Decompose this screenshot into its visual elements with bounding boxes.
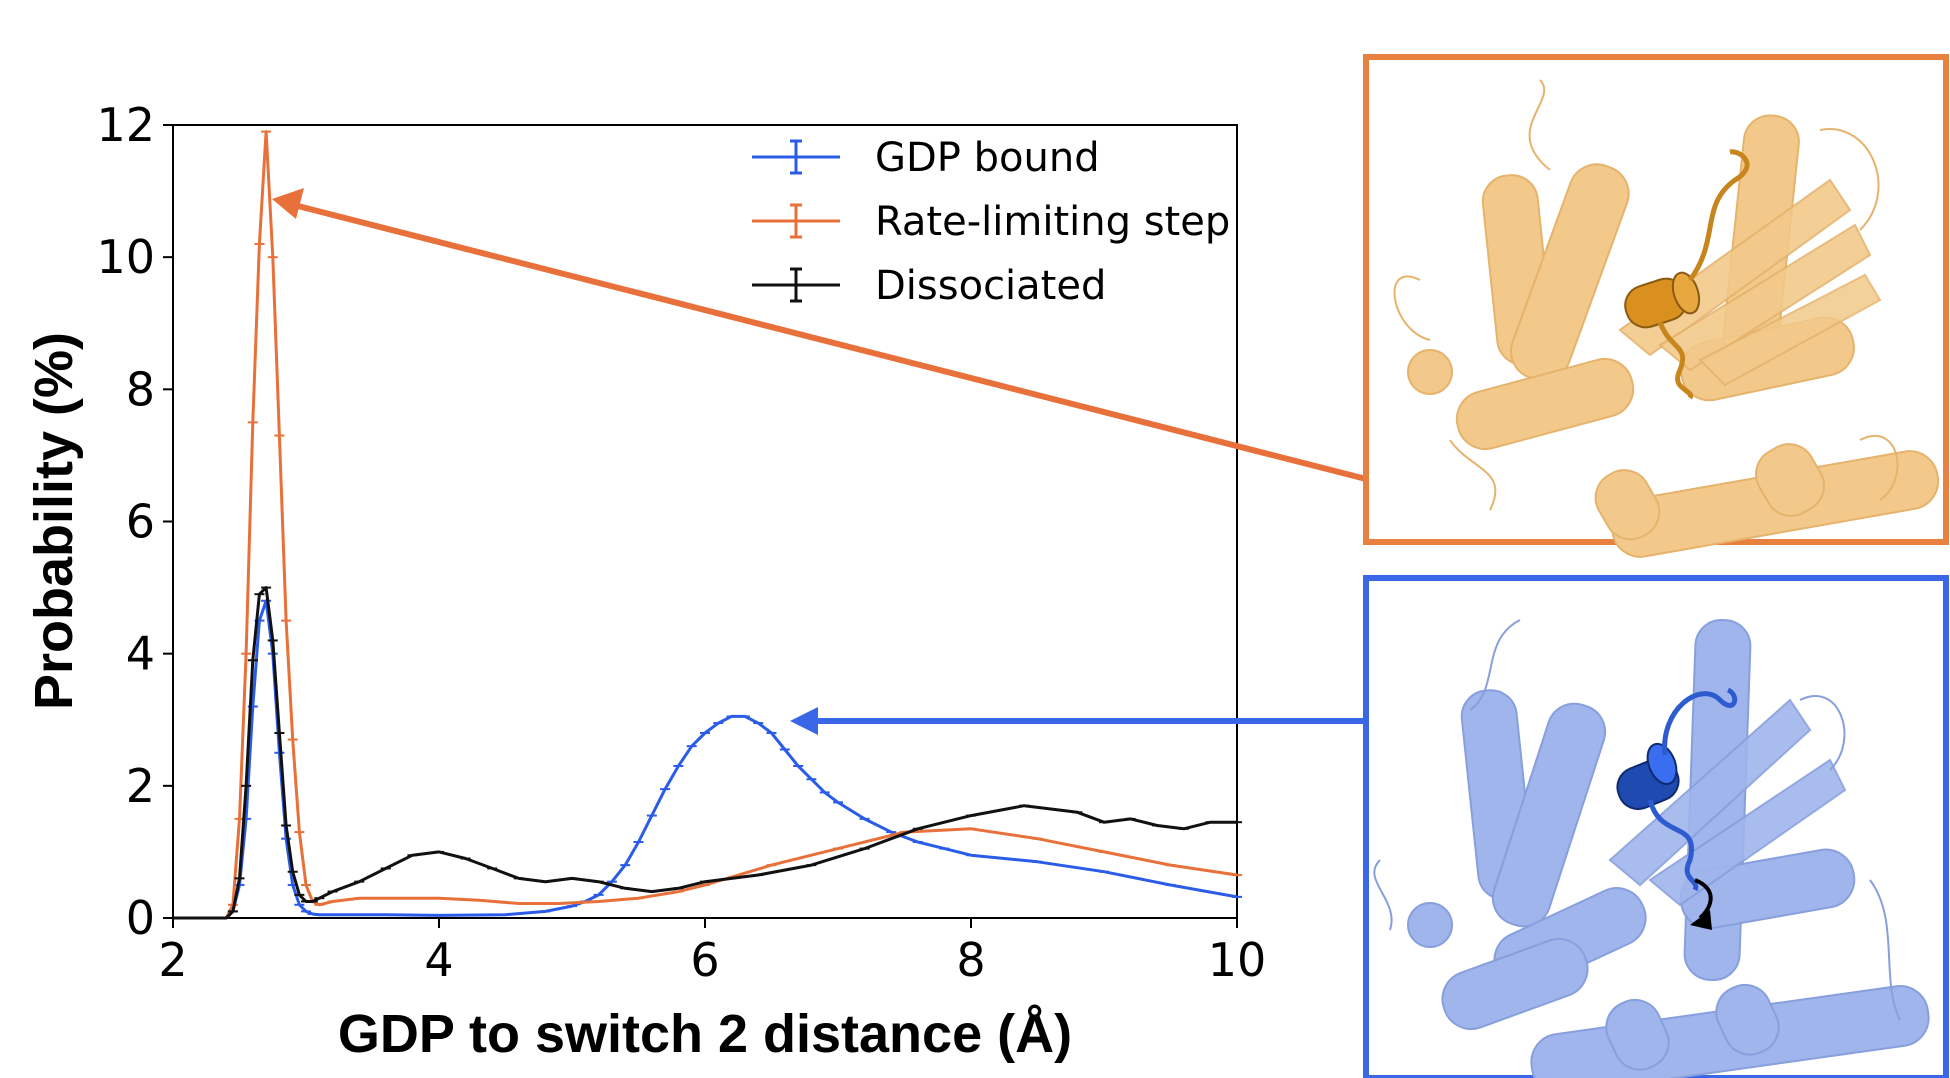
x-tick-label: 4 [424, 933, 453, 987]
x-axis-title: GDP to switch 2 distance (Å) [338, 1004, 1072, 1064]
x-tick-label: 10 [1208, 933, 1267, 987]
structure-panel-gdp-bound [1363, 575, 1949, 1078]
x-tick-label: 8 [956, 933, 985, 987]
switch-2-highlight-rate-limiting [1624, 149, 1750, 400]
x-axis: 2 4 6 8 10 [158, 918, 1266, 987]
y-tick-label: 6 [126, 495, 155, 549]
series-layer [173, 130, 1242, 920]
y-tick-label: 2 [126, 759, 155, 813]
x-tick-label: 2 [158, 933, 187, 987]
x-tick-label: 6 [690, 933, 719, 987]
legend-entry-rate-limiting-step: Rate-limiting step [752, 199, 1230, 245]
movement-arrow-icon [1690, 878, 1713, 930]
annotation-arrow-blue [790, 707, 1366, 735]
series-line-gdp-bound [173, 599, 1238, 920]
series-line-rate-limiting-step [173, 130, 1238, 920]
legend-label-rate-limiting-step: Rate-limiting step [875, 199, 1230, 245]
y-tick-label: 10 [96, 230, 155, 284]
y-tick-label: 4 [126, 627, 155, 681]
series-gdp-bound [173, 599, 1242, 920]
annotation-arrow-orange [272, 188, 1367, 482]
legend-label-gdp-bound: GDP bound [875, 135, 1100, 181]
protein-cartoon-gdp-bound [1373, 619, 1930, 1078]
y-tick-label: 0 [126, 891, 155, 945]
y-tick-label: 8 [126, 362, 155, 416]
legend-entry-gdp-bound: GDP bound [752, 135, 1100, 181]
legend: GDP bound Rate-limiting step Dissociated [752, 135, 1230, 309]
protein-cartoon-rate-limiting [1393, 79, 1940, 558]
legend-entry-dissociated: Dissociated [752, 263, 1106, 309]
y-axis: 0 2 4 6 8 10 12 [96, 98, 173, 945]
y-axis-title: Probability (%) [24, 332, 84, 710]
switch-2-highlight-gdp-bound [1616, 687, 1738, 892]
legend-label-dissociated: Dissociated [875, 263, 1106, 309]
series-rate-limiting-step [173, 130, 1242, 920]
y-tick-label: 12 [96, 98, 155, 152]
structure-panel-rate-limiting [1363, 54, 1949, 558]
series-dissociated [173, 586, 1242, 920]
